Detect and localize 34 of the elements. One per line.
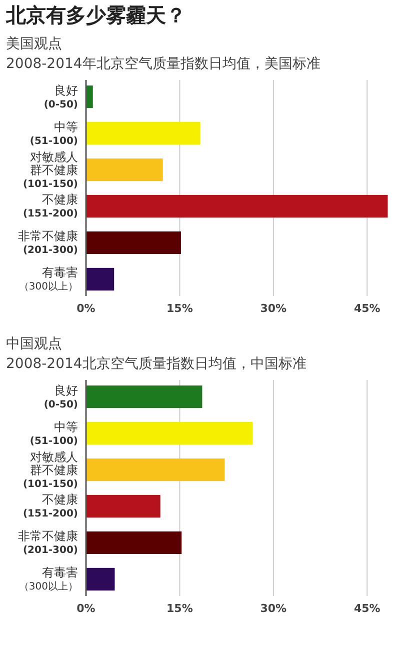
y-tick-label: 中等(51-100) [30,120,78,147]
bar [86,458,225,482]
x-tick-label: 0% [76,602,96,615]
y-tick-label: 非常不健康(201-300) [18,529,78,556]
y-tick-label: 非常不健康(201-300) [18,229,78,256]
x-tick-label: 15% [166,602,193,615]
bar [86,268,114,291]
bar [86,231,181,254]
x-tick-label: 30% [260,602,287,615]
chart-title: 北京有多少雾霾天？ [5,3,186,27]
chart-subtitle: 美国观点 2008-2014年北京空气质量指数日均值，美国标准 [6,36,320,72]
y-tick-label: 有毒害（300以上） [18,266,78,293]
bar [86,194,388,218]
y-tick-label: 对敏感人群不健康(101-150) [22,450,78,490]
y-tick-label: 中等(51-100) [30,420,78,447]
y-tick-label: 不健康(151-200) [22,192,78,220]
x-tick-label: 15% [166,302,193,315]
bar [86,422,253,445]
bar [86,531,182,554]
y-tick-label: 良好(0-50) [44,83,78,110]
chart-subtitle: 中国观点 2008-2014北京空气质量指数日均值，中国标准 [6,336,306,372]
bar [86,385,202,408]
bar [86,568,115,591]
bar [86,494,160,518]
x-tick-label: 0% [76,302,96,315]
x-tick-label: 45% [354,302,380,315]
y-tick-label: 有毒害（300以上） [18,566,78,593]
bar [86,122,200,145]
y-tick-label: 良好(0-50) [44,383,78,410]
x-tick-label: 45% [354,602,380,615]
bar [86,158,163,182]
y-tick-label: 不健康(151-200) [22,492,78,520]
x-tick-label: 30% [260,302,287,315]
y-tick-label: 对敏感人群不健康(101-150) [22,150,78,190]
